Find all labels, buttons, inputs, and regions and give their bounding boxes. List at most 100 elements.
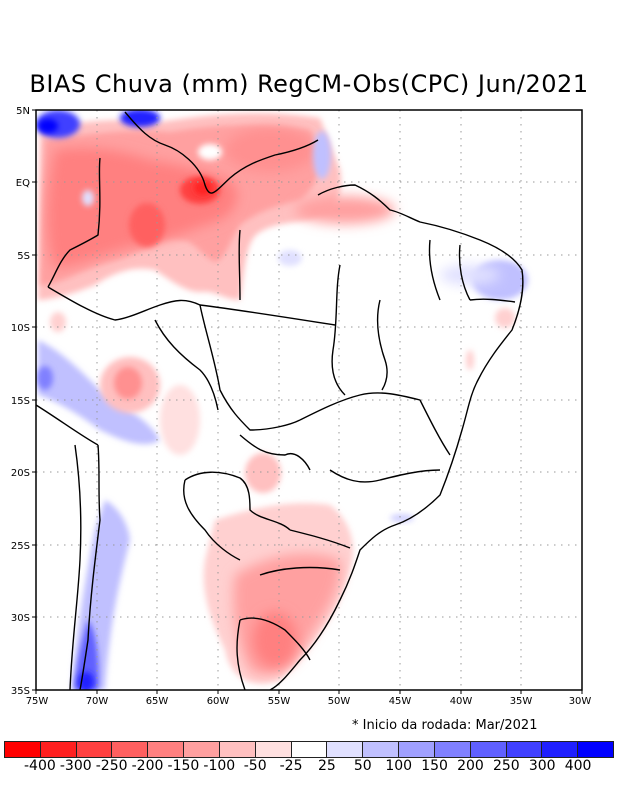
grid-lines	[36, 110, 582, 690]
colorbar-segment	[219, 742, 256, 757]
bias-guiana	[225, 128, 315, 172]
colorbar-label: -50	[243, 758, 267, 774]
bias-chaco-dry	[160, 385, 200, 455]
y-tick-label: 35S	[11, 686, 30, 697]
x-tick-label: 45W	[389, 696, 412, 707]
border-rs-uruguay	[239, 617, 311, 661]
border-bolivia-east	[154, 319, 219, 411]
axis-ticks	[32, 109, 583, 694]
y-axis-labels: 5N EQ 5S 10S 15S 20S 25S 30S 35S	[11, 106, 30, 697]
x-tick-label: 40W	[450, 696, 473, 707]
colorbar-segment	[542, 742, 579, 757]
colorbar-label: 200	[457, 758, 484, 774]
y-tick-label: 5N	[16, 106, 30, 117]
colorbar-label: 50	[353, 758, 372, 774]
x-tick-label: 75W	[26, 696, 49, 707]
colorbar-segment	[291, 742, 328, 757]
x-tick-label: 65W	[146, 696, 169, 707]
colorbar-segment	[470, 742, 507, 757]
x-tick-label: 70W	[86, 696, 109, 707]
colorbar-label: 100	[385, 758, 413, 774]
x-tick-label: 60W	[207, 696, 230, 707]
colorbar-label: -200	[131, 758, 164, 774]
border-amazon-west	[47, 157, 101, 288]
y-tick-label: 15S	[11, 396, 30, 407]
bias-amazon-wet-spot	[278, 250, 302, 266]
colorbar-segment	[76, 742, 113, 757]
bias-colombia-wet-core	[38, 119, 58, 133]
map-title: BIAS Chuva (mm) RegCM-Obs(CPC) Jun/2021	[29, 70, 589, 98]
bias-venezuela-wet	[120, 110, 160, 127]
colorbar-label: -25	[279, 758, 303, 774]
border-chile-argentina	[79, 444, 101, 690]
x-tick-label: 50W	[328, 696, 351, 707]
colorbar-segment	[112, 742, 149, 757]
bias-andes-wet-core	[37, 366, 53, 390]
bias-ba-coast-dry	[466, 350, 474, 370]
colorbar-label: -150	[167, 758, 200, 774]
colorbar-segment	[5, 742, 41, 757]
colorbar-segment	[148, 742, 185, 757]
colorbar-segment	[255, 742, 292, 757]
y-tick-label: 30S	[11, 613, 30, 624]
x-tick-label: 30W	[569, 696, 592, 707]
colorbar-segment	[506, 742, 543, 757]
border-peru-chile	[36, 404, 99, 446]
colorbar-label: 250	[492, 758, 520, 774]
colorbar-segment	[434, 742, 471, 757]
colorbar-label: 300	[528, 758, 556, 774]
bias-para-coast	[295, 196, 395, 224]
bias-peru-dry-spot	[50, 312, 66, 332]
run-start-note: * Inicio da rodada: Mar/2021	[352, 718, 538, 733]
bias-ms-dry	[245, 453, 281, 493]
colorbar-label: 25	[318, 758, 336, 774]
y-tick-label: 20S	[11, 468, 30, 479]
bias-andes-wet	[38, 340, 160, 445]
colorbar-label: 400	[564, 758, 592, 774]
bias-core-rio-negro	[129, 203, 165, 247]
border-brazil-coast-north	[269, 184, 524, 690]
colorbar	[4, 741, 614, 758]
colorbar-label: 150	[421, 758, 448, 774]
border-mt-para	[199, 304, 336, 326]
border-paraguay-argentina	[183, 479, 241, 561]
border-pantanal	[239, 434, 311, 471]
y-tick-label: EQ	[16, 178, 30, 189]
border-chile-coast	[69, 444, 82, 690]
colorbar-segment	[363, 742, 400, 757]
colorbar-segment	[578, 742, 614, 757]
country-state-borders	[36, 111, 524, 690]
y-tick-label: 5S	[17, 251, 30, 262]
x-tick-label: 55W	[268, 696, 291, 707]
bias-amapa-wet	[313, 131, 331, 179]
x-axis-labels: 75W 70W 65W 60W 55W 50W 45W 40W 35W 30W	[26, 696, 592, 707]
border-ne-states	[428, 239, 516, 303]
y-tick-label: 10S	[11, 323, 30, 334]
border-tocantins	[331, 264, 346, 396]
border-mato-grosso	[199, 304, 301, 431]
x-tick-label: 35W	[510, 696, 533, 707]
colorbar-segment	[184, 742, 220, 757]
border-parana-sc	[289, 529, 351, 549]
border-sp-mg	[329, 469, 441, 483]
colorbar-labels: -400 -300 -250 -200 -150 -100 -50 -25 25 50 100 150…	[0, 758, 618, 778]
bias-pe-coast-dry	[495, 308, 515, 328]
colorbar-label: -300	[59, 758, 92, 774]
border-bahia-west	[376, 299, 388, 391]
colorbar-label: -400	[23, 758, 56, 774]
border-argentina-uruguay	[236, 619, 246, 690]
border-paraguay	[184, 471, 291, 531]
y-tick-label: 25S	[11, 541, 30, 552]
colorbar-label: -250	[95, 758, 128, 774]
colorbar-segment	[40, 742, 77, 757]
border-sc-rs	[259, 566, 341, 576]
border-peru-bolivia	[47, 286, 201, 321]
colorbar-segment	[399, 742, 435, 757]
border-goias-mg	[299, 392, 451, 456]
border-amazonas-para	[238, 229, 241, 301]
colorbar-segment	[327, 742, 364, 757]
border-guiana-plateau	[124, 111, 319, 194]
bias-roraima-wet-spot	[82, 190, 94, 206]
colorbar-label: -100	[203, 758, 236, 774]
